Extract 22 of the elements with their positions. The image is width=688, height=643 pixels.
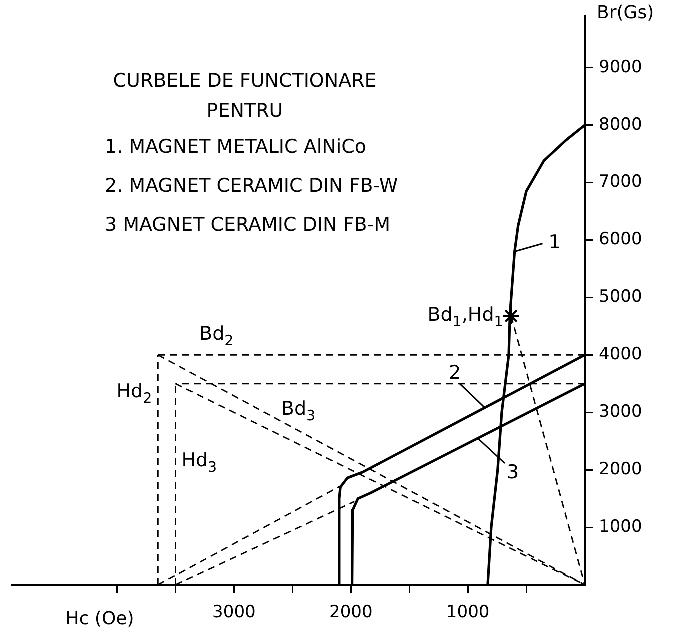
y-tick-label: 6000 xyxy=(599,230,642,250)
y-tick-label: 5000 xyxy=(599,287,642,308)
y-tick-label: 9000 xyxy=(599,57,642,78)
y-tick-label: 1000 xyxy=(599,516,642,537)
x-tick-label: 2000 xyxy=(329,602,373,623)
annotation: 2. MAGNET CERAMIC DIN FB-W xyxy=(105,174,398,197)
y-tick-label: 4000 xyxy=(599,344,642,365)
series-label: 2 xyxy=(448,362,462,384)
x-tick-label: 3000 xyxy=(212,602,256,623)
y-tick-label: 7000 xyxy=(599,172,642,192)
y-axis-title: Br(Gs) xyxy=(597,2,654,24)
y-tick-label: 2000 xyxy=(599,460,642,480)
text: CURBELE DE FUNCTIONARE xyxy=(113,70,377,92)
y-tick-label: 3000 xyxy=(599,402,642,422)
legend-label: 1 xyxy=(548,232,561,254)
x-tick-label: 1000 xyxy=(446,602,490,623)
annotation: 1. MAGNET METALIC AlNiCo xyxy=(105,136,366,158)
y-tick-label: 8000 xyxy=(599,114,642,135)
x-axis-title: Hc (Oe) xyxy=(66,608,134,630)
text: PENTRU xyxy=(206,100,284,122)
annotation: 3 MAGNET CERAMIC DIN FB-M xyxy=(105,214,390,236)
series-label: 3 xyxy=(506,461,520,484)
